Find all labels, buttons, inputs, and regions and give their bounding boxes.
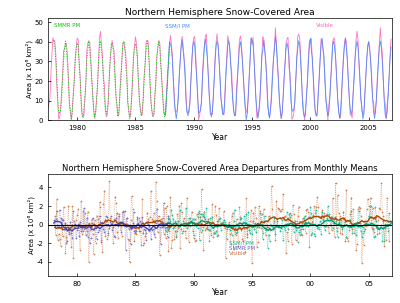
Y-axis label: Area (x 10⁶ km²): Area (x 10⁶ km²) [27,196,35,254]
Y-axis label: Area (x 10⁶ km²): Area (x 10⁶ km²) [25,40,33,98]
X-axis label: Year: Year [212,288,228,297]
Title: Northern Hemisphere Snow-Covered Area Departures from Monthly Means: Northern Hemisphere Snow-Covered Area De… [62,164,378,173]
Text: Visible: Visible [229,251,247,256]
Text: Visible: Visible [316,23,334,28]
Title: Northern Hemisphere Snow-Covered Area: Northern Hemisphere Snow-Covered Area [125,8,315,17]
Text: SMMR PM: SMMR PM [54,23,80,28]
X-axis label: Year: Year [212,133,228,142]
Text: SSM/I PM: SSM/I PM [229,241,254,246]
Text: SSM/I PM: SSM/I PM [165,23,189,28]
Text: SMMR PM: SMMR PM [229,246,255,251]
